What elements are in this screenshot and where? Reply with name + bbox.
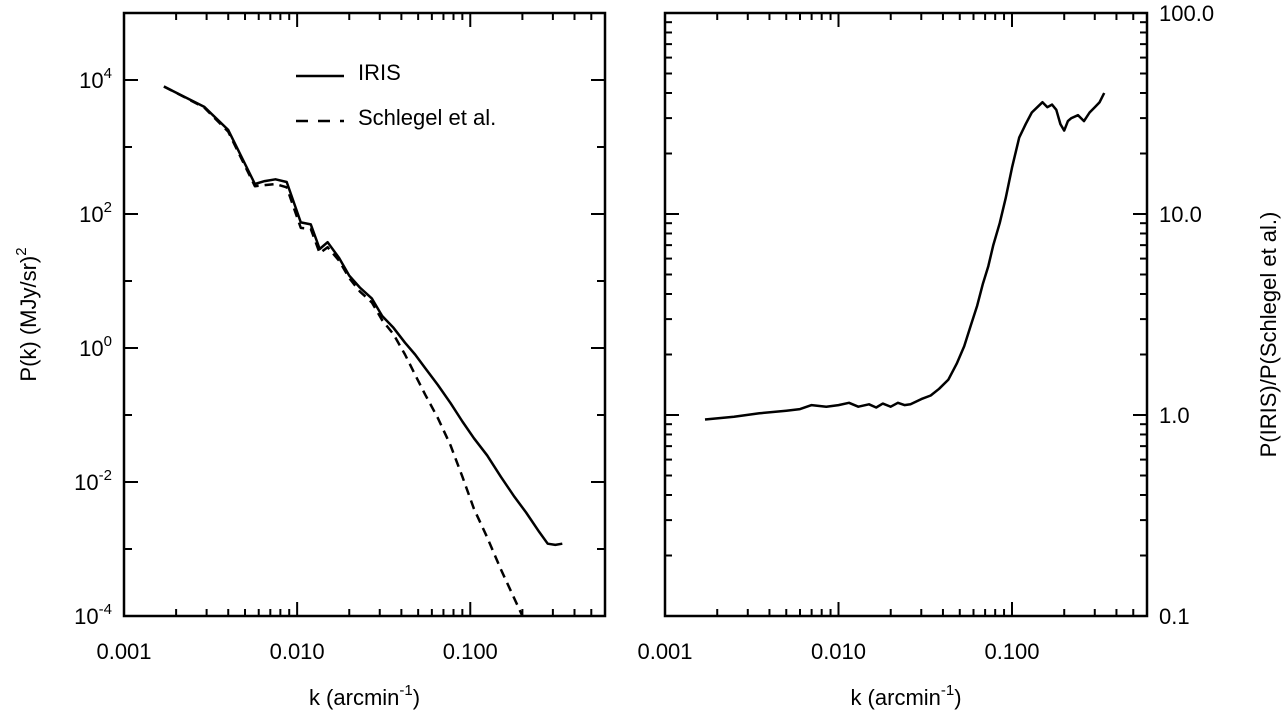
x-tick-label: 0.100 [443, 639, 498, 664]
x-tick-label: 0.001 [637, 639, 692, 664]
y-ticks [124, 12, 605, 617]
legend: IRIS Schlegel et al. [296, 60, 496, 130]
legend-label: IRIS [358, 60, 401, 85]
y-tick-label: 10-4 [74, 601, 112, 629]
y-tick-label: 0.1 [1159, 604, 1190, 629]
x-tick-label: 0.010 [811, 639, 866, 664]
chart-panel-1: 0.001 0.010 0.100 10-4 10-2 100 102 104 k (arcmi… [13, 11, 607, 710]
plot-frame [663, 11, 1149, 618]
series-line-ratio [704, 92, 1106, 421]
y-tick-label: 100.0 [1159, 1, 1214, 26]
x-ticks [664, 13, 1148, 616]
x-tick-label: 0.010 [270, 639, 325, 664]
x-ticks [123, 13, 606, 616]
y-tick-label: 102 [79, 199, 112, 227]
y-tick-label: 10-2 [74, 467, 112, 495]
x-axis-label: k (arcmin-1) [850, 682, 961, 710]
series-line-iris [163, 85, 563, 547]
y-tick-label: 1.0 [1159, 403, 1190, 428]
y-tick-label: 100 [79, 333, 112, 361]
y-axis-label: P(k) (MJy/sr)2 [13, 247, 41, 381]
legend-label: Schlegel et al. [358, 105, 496, 130]
x-axis-label: k (arcmin-1) [309, 682, 420, 710]
y-ticks [665, 12, 1147, 617]
chart-panel-2: 0.001 0.010 0.100 0.1 1.0 10.0 100.0 k (arcmin-… [637, 1, 1281, 710]
plot-frame [122, 11, 607, 618]
x-tick-label: 0.001 [96, 639, 151, 664]
y-axis-label: P(IRIS)/P(Schlegel et al.) [1256, 212, 1281, 458]
x-tick-label: 0.100 [984, 639, 1039, 664]
y-tick-label: 10.0 [1159, 202, 1202, 227]
series-line-schlegel-et-al [163, 85, 524, 617]
y-tick-label: 104 [79, 65, 112, 93]
